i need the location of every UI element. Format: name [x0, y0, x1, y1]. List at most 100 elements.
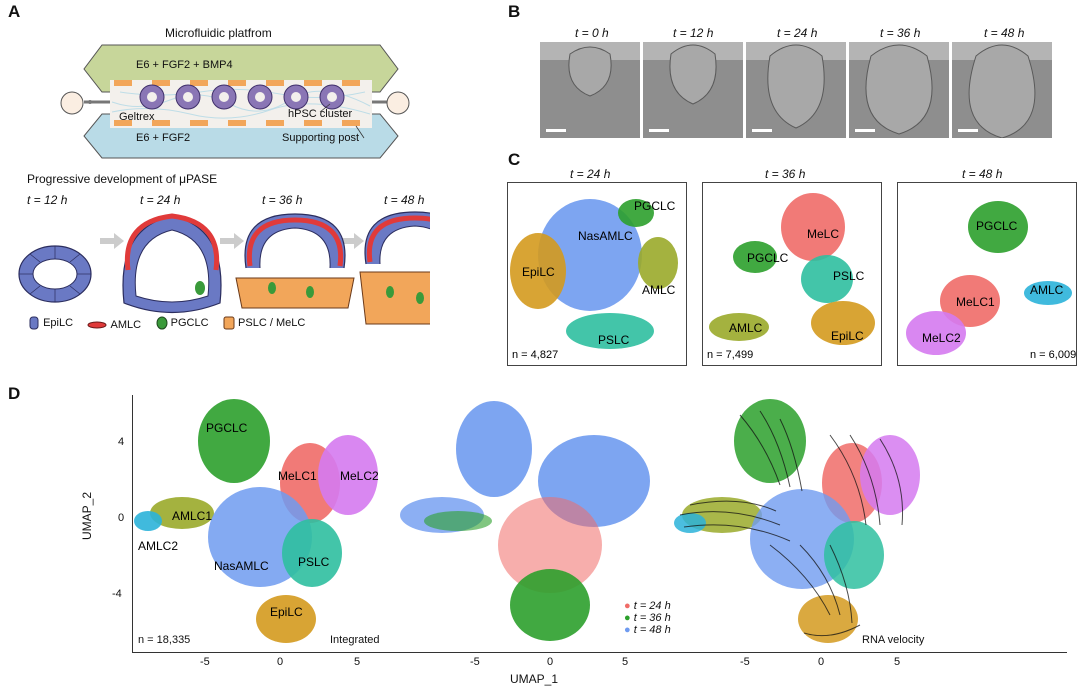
- pslc-icon: [223, 316, 235, 330]
- timelapse-time-36: t = 36 h: [880, 26, 921, 40]
- legend-amlc: AMLC: [87, 319, 141, 331]
- umap-c-time-24: t = 24 h: [570, 167, 611, 181]
- d-xlabel: UMAP_1: [510, 672, 559, 686]
- umap-c-24h-label-epilc: EpiLC: [522, 265, 555, 279]
- umap-integrated-points: [134, 399, 378, 643]
- d2-xtick-neg5: -5: [470, 656, 480, 668]
- amlc-icon: [87, 321, 107, 329]
- umap-velocity-points: [674, 399, 920, 643]
- timelapse-frame-12: [643, 42, 743, 138]
- d1-xtick-0: 0: [277, 656, 284, 668]
- time-legend-36: ● t = 36 h: [624, 612, 671, 624]
- umap-c-time-48: t = 48 h: [962, 167, 1003, 181]
- d1-label-amlc2: AMLC2: [138, 539, 179, 553]
- umap-c-36h-points: [709, 193, 875, 345]
- time-legend-48: ● t = 48 h: [624, 624, 671, 636]
- progress-title: Progressive development of μPASE: [27, 172, 218, 186]
- time-legend: ● t = 24 h ● t = 36 h ● t = 48 h: [624, 600, 671, 636]
- umap-c-36h-n: n = 7,499: [707, 349, 754, 361]
- legend-epilc-label: EpiLC: [43, 317, 74, 329]
- umap-c-24h: PGCLC NasAMLC EpiLC AMLC PSLC n = 4,827: [507, 182, 687, 366]
- umap-time-points: [400, 401, 650, 641]
- umap-c-24h-label-amlc: AMLC: [642, 283, 676, 297]
- d1-n: n = 18,335: [138, 634, 191, 646]
- time-legend-48-label: t = 48 h: [633, 624, 671, 636]
- timelapse-time-24: t = 24 h: [777, 26, 818, 40]
- bottom-channel-label: E6 + FGF2: [136, 132, 191, 144]
- d-ylabel: UMAP_2: [80, 491, 94, 540]
- d-xaxis: [132, 652, 1067, 653]
- umap-c-24h-points: [510, 199, 678, 349]
- umap-c-36h-label-melc: MeLC: [807, 227, 840, 241]
- umap-c-48h-label-melc2: MeLC2: [922, 331, 961, 345]
- velocity-streamlines: [679, 410, 903, 637]
- dot-24-icon: ●: [624, 600, 631, 612]
- cell-legend: EpiLC AMLC PGCLC PSLC / MeLC: [28, 316, 315, 335]
- stage-12h: [18, 245, 92, 303]
- legend-epilc: EpiLC: [28, 316, 73, 330]
- d-ytick-0: 0: [118, 512, 125, 524]
- left-port-icon: [60, 91, 84, 115]
- legend-amlc-label: AMLC: [110, 319, 142, 331]
- umap-c-24h-label-pslc: PSLC: [598, 333, 630, 347]
- umap-c-48h-points: [906, 201, 1072, 355]
- umap-c-48h-label-amlc: AMLC: [1030, 283, 1064, 297]
- device-title: Microfluidic platfrom: [165, 26, 272, 40]
- d1-label-pslc: PSLC: [298, 555, 330, 569]
- legend-pgclc-label: PGCLC: [170, 317, 209, 329]
- d3-caption: RNA velocity: [862, 634, 925, 646]
- umap-c-48h-label-pgclc: PGCLC: [976, 219, 1018, 233]
- geltrex-label: Geltrex: [119, 111, 155, 123]
- time-legend-24-label: t = 24 h: [633, 600, 671, 612]
- scale-bar: [546, 129, 566, 132]
- d1-xtick-neg5: -5: [200, 656, 210, 668]
- d1-xtick-5: 5: [354, 656, 361, 668]
- time-legend-36-label: t = 36 h: [633, 612, 671, 624]
- umap-c-36h-label-pgclc: PGCLC: [747, 251, 789, 265]
- d1-label-pgclc: PGCLC: [206, 421, 248, 435]
- umap-c-48h: PGCLC MeLC1 AMLC MeLC2 n = 6,009: [897, 182, 1077, 366]
- progress-time-48: t = 48 h: [384, 193, 425, 207]
- umap-c-36h-label-amlc: AMLC: [729, 321, 763, 335]
- progress-time-36: t = 36 h: [262, 193, 303, 207]
- umap-c-36h-label-pslc: PSLC: [833, 269, 865, 283]
- legend-pslc: PSLC / MeLC: [223, 316, 305, 330]
- d-ytick-neg4: -4: [112, 588, 122, 600]
- scale-bar: [958, 129, 978, 132]
- umap-c-48h-label-melc1: MeLC1: [956, 295, 995, 309]
- scale-bar: [649, 129, 669, 132]
- d1-label-epilc: EpiLC: [270, 605, 303, 619]
- timelapse-time-0: t = 0 h: [575, 26, 609, 40]
- timelapse-time-12: t = 12 h: [673, 26, 714, 40]
- d1-caption: Integrated: [330, 634, 380, 646]
- pgclc-icon: [156, 316, 168, 330]
- umap-c-36h-label-epilc: EpiLC: [831, 329, 864, 343]
- d1-label-melc2: MeLC2: [340, 469, 379, 483]
- dot-36-icon: ●: [624, 612, 631, 624]
- umap-c-time-36: t = 36 h: [765, 167, 806, 181]
- hpsc-cluster-icons: [139, 84, 345, 110]
- time-legend-24: ● t = 24 h: [624, 600, 671, 612]
- scale-bar: [752, 129, 772, 132]
- dot-48-icon: ●: [624, 624, 631, 636]
- d3-xtick-0: 0: [818, 656, 825, 668]
- d-yaxis: [132, 395, 133, 653]
- umap-c-24h-label-pgclc: PGCLC: [634, 199, 676, 213]
- panel-label-c: C: [508, 150, 521, 169]
- stage-48h: [359, 211, 430, 325]
- timelapse-frame-0: [540, 42, 640, 138]
- d3-xtick-5: 5: [894, 656, 901, 668]
- d2-xtick-0: 0: [547, 656, 554, 668]
- timelapse-frame-48: [952, 42, 1052, 138]
- stage-24h: [122, 213, 222, 314]
- d3-xtick-neg5: -5: [740, 656, 750, 668]
- top-channel-label: E6 + FGF2 + BMP4: [136, 59, 233, 71]
- progress-time-24: t = 24 h: [140, 193, 181, 207]
- umap-c-48h-n: n = 6,009: [1030, 349, 1077, 361]
- legend-pgclc: PGCLC: [156, 316, 209, 330]
- timelapse-frame-24: [746, 42, 846, 138]
- panel-label-b: B: [508, 2, 521, 21]
- d2-xtick-5: 5: [622, 656, 629, 668]
- right-port-icon: [386, 91, 410, 115]
- umap-c-36h: MeLC PGCLC PSLC AMLC EpiLC n = 7,499: [702, 182, 882, 366]
